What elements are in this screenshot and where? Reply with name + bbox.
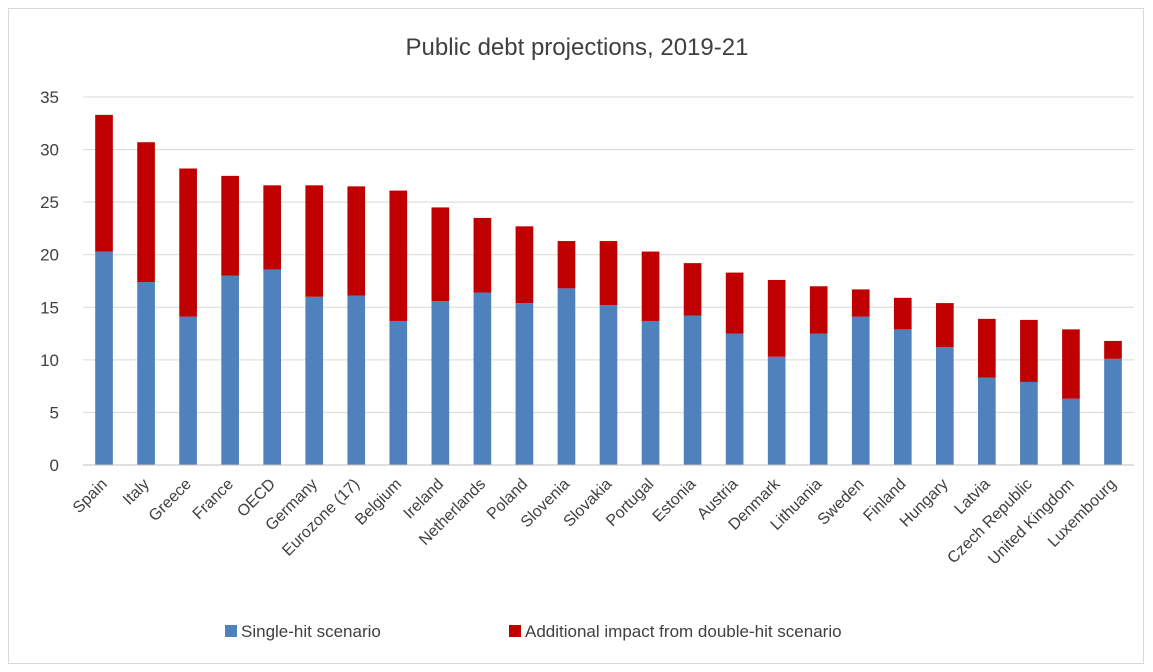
bar-single-hit xyxy=(305,296,324,465)
bar-single-hit xyxy=(179,316,197,465)
bar-double-hit-additional xyxy=(978,318,996,378)
y-axis-ticks: 0 5 10 15 20 25 30 35 xyxy=(40,88,59,475)
bar-single-hit xyxy=(137,282,155,465)
bar-single-hit xyxy=(263,269,282,465)
bar-single-hit xyxy=(767,356,786,465)
bar-single-hit xyxy=(1104,358,1122,465)
bar-double-hit-additional xyxy=(1020,319,1038,382)
bar-single-hit xyxy=(473,292,492,465)
bar-double-hit-additional xyxy=(347,186,366,296)
bar-single-hit xyxy=(95,251,113,465)
x-category-label: Italy xyxy=(120,476,153,509)
legend-swatch xyxy=(225,625,237,637)
y-tick-label: 0 xyxy=(50,456,59,475)
bar-double-hit-additional xyxy=(767,279,786,357)
bar-double-hit-additional xyxy=(683,263,702,316)
bars xyxy=(95,114,1122,465)
bar-single-hit xyxy=(851,316,870,465)
bar-chart: Public debt projections, 2019-21 0 5 10 15 2… xyxy=(40,34,1134,641)
bar-double-hit-additional xyxy=(725,272,744,334)
bar-double-hit-additional xyxy=(1062,329,1080,399)
bar-double-hit-additional xyxy=(95,114,113,252)
bar-single-hit xyxy=(221,275,239,465)
bar-single-hit xyxy=(1062,398,1080,465)
bar-single-hit xyxy=(893,329,912,465)
bar-double-hit-additional xyxy=(263,185,282,270)
legend-label: Additional impact from double-hit scenar… xyxy=(525,622,842,641)
bar-double-hit-additional xyxy=(893,297,912,330)
bar-single-hit xyxy=(557,288,576,465)
x-category-label: Eurozone (17) xyxy=(279,476,363,560)
y-tick-label: 15 xyxy=(40,298,59,317)
bar-double-hit-additional xyxy=(935,303,954,348)
x-axis-labels: Spain ItalyGreeceFranceOECDGermanyEurozon… xyxy=(70,475,1120,568)
y-tick-label: 5 xyxy=(50,403,59,422)
bar-double-hit-additional xyxy=(431,207,450,301)
bar-double-hit-additional xyxy=(473,217,492,293)
bar-double-hit-additional xyxy=(851,289,870,317)
bar-single-hit xyxy=(641,320,660,465)
x-category-label: Greece xyxy=(146,476,195,525)
bar-double-hit-additional xyxy=(305,185,324,297)
bar-single-hit xyxy=(347,295,366,465)
y-tick-label: 10 xyxy=(40,351,59,370)
x-category-label: Spain xyxy=(70,476,111,517)
legend-swatch xyxy=(509,625,521,637)
bar-double-hit-additional xyxy=(809,286,828,334)
bar-single-hit xyxy=(515,303,534,465)
y-tick-label: 25 xyxy=(40,193,59,212)
bar-double-hit-additional xyxy=(1104,340,1122,359)
bar-single-hit xyxy=(431,300,450,465)
bar-single-hit xyxy=(725,333,744,465)
bar-single-hit xyxy=(1020,381,1038,465)
chart-frame: Public debt projections, 2019-21 0 5 10 15 2… xyxy=(8,8,1144,664)
legend: Single-hit scenario Additional impact fro… xyxy=(225,622,842,641)
y-tick-label: 30 xyxy=(40,141,59,160)
bar-single-hit xyxy=(389,320,408,465)
x-category-label: Sweden xyxy=(815,476,868,529)
bar-double-hit-additional xyxy=(221,175,239,276)
bar-double-hit-additional xyxy=(137,142,155,283)
bar-double-hit-additional xyxy=(557,241,576,289)
y-tick-label: 35 xyxy=(40,88,59,107)
legend-label: Single-hit scenario xyxy=(241,622,381,641)
bar-double-hit-additional xyxy=(389,190,408,321)
bar-double-hit-additional xyxy=(599,241,618,306)
x-category-label: Belgium xyxy=(352,476,405,529)
bar-single-hit xyxy=(599,305,618,465)
bar-double-hit-additional xyxy=(641,251,660,321)
bar-double-hit-additional xyxy=(179,168,197,317)
bar-single-hit xyxy=(809,333,828,465)
chart-title: Public debt projections, 2019-21 xyxy=(406,34,749,61)
bar-single-hit xyxy=(978,377,996,465)
x-category-label: France xyxy=(190,476,237,523)
y-tick-label: 20 xyxy=(40,246,59,265)
x-category-label: Estonia xyxy=(650,476,700,526)
bar-single-hit xyxy=(935,347,954,465)
bar-double-hit-additional xyxy=(515,226,534,304)
bar-single-hit xyxy=(683,315,702,465)
